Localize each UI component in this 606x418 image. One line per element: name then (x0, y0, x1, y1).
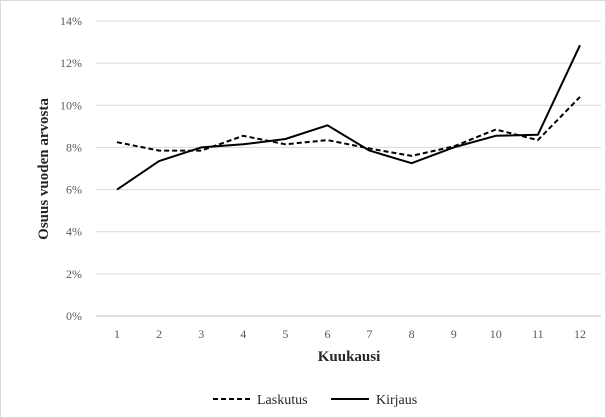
y-tick-labels: 0% 2% 4% 6% 8% 10% 12% 14% (60, 14, 82, 323)
x-tick-labels: 1 2 3 4 5 6 7 8 9 10 11 12 (114, 327, 586, 341)
x-tick-label: 9 (451, 327, 457, 341)
x-tick-label: 6 (324, 327, 330, 341)
series-lines (116, 44, 581, 191)
x-tick-label: 11 (532, 327, 544, 341)
series-line-kirjaus (116, 44, 581, 191)
y-tick-label: 2% (66, 267, 82, 281)
legend-label-laskutus: Laskutus (257, 393, 308, 408)
x-tick-label: 4 (240, 327, 246, 341)
y-tick-label: 0% (66, 309, 82, 323)
legend-label-kirjaus: Kirjaus (376, 393, 417, 408)
y-tick-label: 8% (66, 140, 82, 154)
y-tick-label: 14% (60, 14, 82, 28)
y-tick-label: 12% (60, 56, 82, 70)
y-tick-label: 6% (66, 183, 82, 197)
x-tick-label: 2 (156, 327, 162, 341)
x-tick-label: 3 (198, 327, 204, 341)
x-axis-title: Kuukausi (318, 349, 381, 365)
y-tick-label: 4% (66, 225, 82, 239)
x-tick-label: 8 (409, 327, 415, 341)
x-tick-label: 10 (490, 327, 502, 341)
y-axis-title: Osuus vuoden arvosta (36, 98, 52, 240)
y-tick-label: 10% (60, 98, 82, 112)
legend: Laskutus Kirjaus (213, 393, 417, 408)
x-tick-label: 12 (574, 327, 586, 341)
gridlines (96, 20, 601, 317)
x-tick-label: 7 (367, 327, 373, 341)
x-tick-label: 1 (114, 327, 120, 341)
x-tick-label: 5 (282, 327, 288, 341)
series-line-laskutus (116, 96, 581, 157)
